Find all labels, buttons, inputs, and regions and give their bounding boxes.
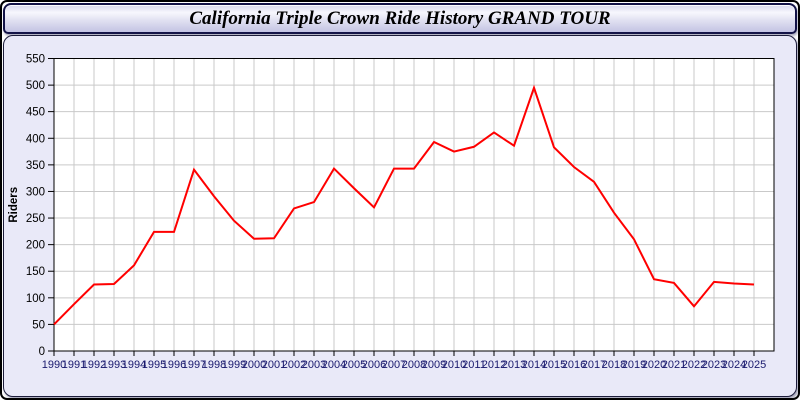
chart-panel — [3, 35, 797, 397]
page-title: California Triple Crown Ride History GRA… — [189, 8, 611, 29]
window-title-bar: California Triple Crown Ride History GRA… — [3, 3, 797, 34]
